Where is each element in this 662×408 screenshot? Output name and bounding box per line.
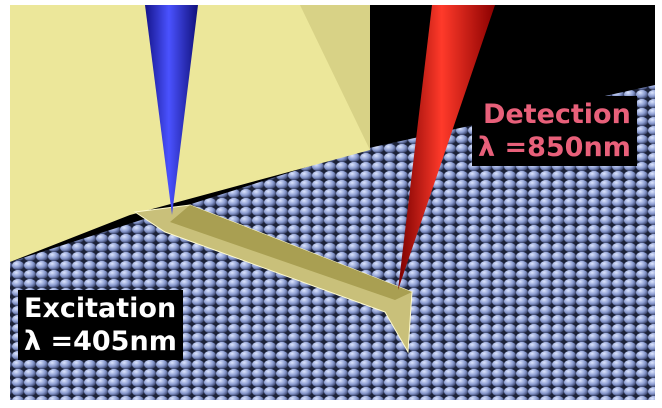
label-wavelength: λ =850nm: [478, 131, 631, 164]
detection-label: Detection λ =850nm: [472, 96, 637, 166]
page: Detection λ =850nm Excitation λ =405nm (…: [0, 0, 662, 408]
label-title: Excitation: [24, 292, 177, 325]
label-title: Detection: [478, 98, 631, 131]
excitation-label: Excitation λ =405nm: [18, 290, 183, 360]
label-wavelength: λ =405nm: [24, 325, 177, 358]
